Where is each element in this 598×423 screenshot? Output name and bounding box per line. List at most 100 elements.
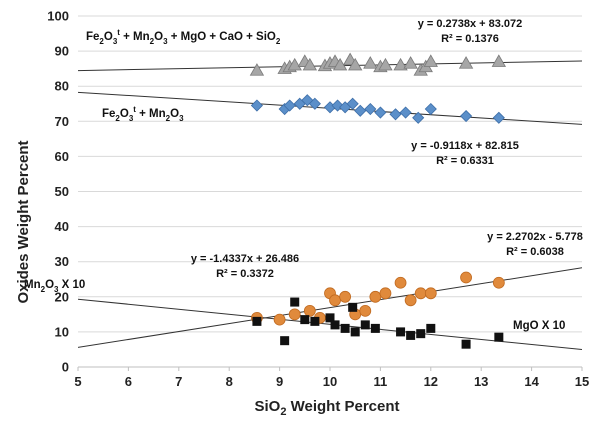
- data-point-mgo: [379, 287, 392, 300]
- data-point-mn2o3: [348, 302, 358, 312]
- trend-r2-mgo: R² = 0.6038: [506, 246, 564, 258]
- chart-labels: Fe2O3t + Mn2O3 + MgO + CaO + SiO2 Fe2O3t …: [24, 18, 583, 332]
- x-tick-label: 5: [74, 374, 81, 389]
- axes: 0 10 20 30 40 50 60 70 80 90 100 5 6 7 8 9 10 11 12 13 14 15: [47, 9, 589, 390]
- data-point-mgo: [492, 276, 505, 289]
- data-point-mn2o3: [396, 327, 406, 337]
- x-tick-label: 15: [575, 374, 589, 389]
- data-point-mn2o3: [370, 323, 380, 333]
- y-tick-label: 20: [55, 289, 69, 304]
- trendline-mgo: [78, 267, 582, 348]
- y-tick-label: 80: [55, 79, 69, 94]
- x-tick-label: 8: [226, 374, 233, 389]
- data-point-fe-mn: [374, 106, 387, 119]
- data-point-fe-mn: [250, 99, 263, 112]
- y-tick-label: 10: [55, 324, 69, 339]
- y-tick-label: 60: [55, 149, 69, 164]
- x-tick-label: 11: [374, 374, 388, 389]
- data-point-mn2o3: [252, 316, 262, 326]
- x-tick-label: 14: [524, 374, 539, 389]
- trend-equation-mgo: y = 2.2702x - 5.778: [487, 231, 583, 243]
- y-tick-label: 40: [55, 219, 69, 234]
- x-tick-label: 6: [125, 374, 132, 389]
- data-point-mn2o3: [290, 297, 300, 307]
- data-point-mgo: [414, 287, 427, 300]
- x-tick-label: 12: [424, 374, 438, 389]
- data-point-fe-mn: [346, 97, 359, 110]
- data-point-mn2o3: [330, 320, 340, 330]
- x-axis-title-main: SiO: [254, 398, 280, 415]
- series-label-total: Fe2O3t + Mn2O3 + MgO + CaO + SiO2: [86, 28, 281, 46]
- x-axis-title: SiO2 Weight Percent: [254, 398, 399, 418]
- trend-r2-mn2o3: R² = 0.3372: [216, 268, 274, 280]
- data-point-mgo: [394, 276, 407, 289]
- data-point-mn2o3: [406, 330, 416, 340]
- data-point-total: [403, 56, 418, 69]
- data-point-mn2o3: [340, 323, 350, 333]
- x-tick-label: 13: [474, 374, 488, 389]
- data-point-fe-mn: [389, 108, 402, 121]
- data-point-mn2o3: [350, 327, 360, 337]
- y-tick-label: 0: [62, 360, 69, 375]
- data-point-mgo: [329, 294, 341, 307]
- data-point-total: [287, 57, 302, 71]
- data-points: [249, 52, 507, 349]
- data-point-total: [302, 57, 318, 71]
- y-axis-title: Oxides Weight Percent: [15, 140, 32, 303]
- data-point-total: [332, 57, 348, 71]
- data-point-fe-mn: [308, 97, 321, 110]
- y-tick-label: 30: [55, 254, 69, 269]
- trendline-mn2o3: [78, 298, 582, 351]
- data-point-mn2o3: [416, 329, 426, 339]
- data-point-mn2o3: [360, 320, 370, 330]
- data-point-mn2o3: [280, 336, 290, 346]
- data-point-fe-mn: [283, 99, 296, 112]
- series-label-mgo: MgO X 10: [513, 320, 565, 332]
- y-tick-label: 90: [55, 44, 69, 59]
- data-point-mgo: [460, 271, 472, 284]
- data-point-fe-mn: [364, 102, 377, 116]
- data-point-mgo: [339, 290, 352, 303]
- data-point-fe-mn: [424, 102, 437, 116]
- gridlines: [78, 15, 582, 368]
- data-point-mn2o3: [494, 332, 504, 342]
- y-tick-label: 70: [55, 114, 69, 129]
- data-point-total: [378, 57, 393, 71]
- trend-r2-total: R² = 0.1376: [441, 33, 499, 45]
- series-label-mn2o3: Mn2O3 X 10: [24, 279, 85, 294]
- data-point-fe-mn: [460, 109, 473, 123]
- data-point-mn2o3: [426, 323, 436, 333]
- data-point-mgo: [273, 313, 286, 326]
- data-point-total: [393, 57, 408, 71]
- y-tick-label: 50: [55, 184, 69, 199]
- data-point-mgo: [424, 287, 437, 300]
- data-point-fe-mn: [354, 104, 367, 117]
- series-label-fe-mn: Fe2O3t + Mn2O3: [102, 105, 184, 123]
- x-tick-label: 10: [323, 374, 337, 389]
- data-point-total: [363, 56, 378, 69]
- x-axis-title-tail: Weight Percent: [286, 398, 399, 415]
- data-point-total: [348, 57, 363, 71]
- trend-equation-mn2o3: y = -1.4337x + 26.486: [191, 253, 299, 265]
- data-point-mn2o3: [300, 315, 310, 325]
- data-point-mgo: [359, 304, 372, 317]
- data-point-mn2o3: [310, 316, 320, 326]
- data-point-mn2o3: [325, 313, 335, 323]
- trend-equation-fe-mn: y = -0.9118x + 82.815: [411, 140, 519, 152]
- data-point-total: [458, 56, 474, 69]
- data-point-fe-mn: [399, 106, 412, 119]
- data-point-mgo: [404, 294, 417, 307]
- x-tick-label: 9: [276, 374, 283, 389]
- data-point-mgo: [288, 308, 301, 321]
- x-tick-label: 7: [175, 374, 182, 389]
- trend-equation-total: y = 0.2738x + 83.072: [418, 18, 523, 30]
- trend-r2-fe-mn: R² = 0.6331: [436, 155, 494, 167]
- data-point-mgo: [303, 304, 316, 317]
- data-point-fe-mn: [412, 111, 425, 124]
- data-point-mn2o3: [461, 339, 471, 349]
- data-point-fe-mn: [492, 111, 505, 124]
- data-point-total: [249, 63, 265, 76]
- x-axis-title-subscript: 2: [280, 406, 286, 418]
- data-point-total: [423, 54, 438, 67]
